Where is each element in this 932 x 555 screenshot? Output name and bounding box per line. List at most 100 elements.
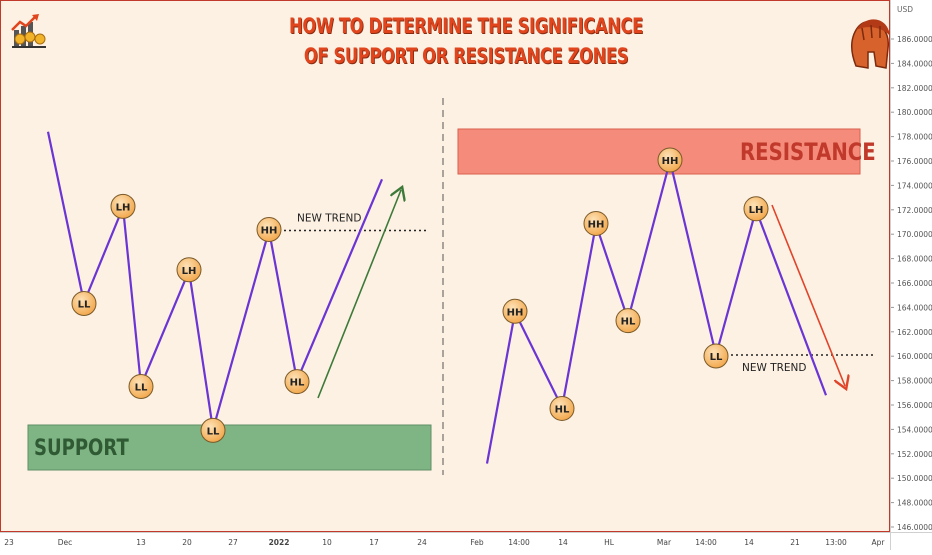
- left-price-path: [46, 131, 384, 431]
- pivot-marker: [128, 373, 154, 399]
- price-tick-label: 172.00000: [897, 206, 932, 215]
- resistance-zone: [457, 128, 861, 175]
- price-tick-label: 150.00000: [897, 474, 932, 483]
- right-pivot-hl: HL: [549, 395, 575, 421]
- time-axis[interactable]: 23 Dec 13 20 27 2022 10 17 24 Feb 14:00 14 HL Mar 14:0…: [0, 532, 890, 551]
- chart-title-line-2: OF SUPPORT OR RESISTANCE ZONES: [303, 44, 629, 68]
- support-zone-label: SUPPORT: [34, 434, 129, 460]
- price-tick-label: 152.00000: [897, 450, 932, 459]
- spartan-helmet-icon: [851, 19, 890, 69]
- pivot-label: HH: [588, 219, 605, 230]
- right-pivot-lh: LH: [743, 196, 769, 222]
- pivot-label: LL: [710, 352, 723, 363]
- price-tick-label: 186.00000: [897, 35, 932, 44]
- price-axis[interactable]: USD 186.00000 184.00000 182.00000 180.00000 1…: [890, 0, 932, 532]
- time-tick-label: HL: [604, 538, 615, 547]
- time-tick-label: 10: [322, 538, 332, 547]
- pivot-marker: [71, 291, 97, 317]
- uptrend-arrow: [317, 190, 401, 399]
- support-zone: [27, 424, 432, 471]
- pivot-marker: [284, 369, 310, 395]
- price-tick-label: 162.00000: [897, 328, 932, 337]
- right-pivot-hh: HH: [583, 210, 609, 236]
- time-tick-label: Dec: [58, 538, 73, 547]
- left-pivot-lh: LH: [110, 193, 136, 219]
- left-pivot-hl: HL: [284, 369, 310, 395]
- downtrend-arrow: [771, 204, 845, 386]
- time-tick-label: 14: [744, 538, 754, 547]
- pivot-label: HH: [507, 307, 524, 318]
- price-tick-label: 178.00000: [897, 133, 932, 142]
- pivot-label: LH: [749, 205, 764, 216]
- price-tick-label: 156.00000: [897, 401, 932, 410]
- price-tick-label: 180.00000: [897, 108, 932, 117]
- right-pivot-hh: HH: [657, 147, 683, 173]
- pivot-marker: [657, 147, 683, 173]
- pivot-marker: [200, 417, 226, 443]
- price-tick-label: 146.00000: [897, 523, 932, 532]
- pivot-marker: [743, 196, 769, 222]
- pivot-label: HH: [261, 226, 278, 237]
- time-tick-label: Feb: [470, 538, 484, 547]
- resistance-zone-label: RESISTANCE: [740, 139, 876, 166]
- time-tick-label: 2022: [269, 538, 290, 547]
- pivot-label: LL: [207, 426, 220, 437]
- time-tick-label: 24: [417, 538, 427, 547]
- price-tick-label: 182.00000: [897, 84, 932, 93]
- pivot-marker: [703, 343, 729, 369]
- price-tick-label: 148.00000: [897, 499, 932, 508]
- pivot-marker: [615, 308, 641, 334]
- pivot-marker: [110, 193, 136, 219]
- axis-corner: [890, 532, 932, 550]
- pivot-label: HL: [290, 378, 305, 389]
- time-tick-label: 13: [136, 538, 146, 547]
- left-new-trend-label: NEW TREND: [297, 213, 362, 225]
- time-tick-label: 14:00: [695, 538, 717, 547]
- time-tick-label: 27: [228, 538, 238, 547]
- price-tick-label: 160.00000: [897, 352, 932, 361]
- left-pivot-ll: LL: [71, 291, 97, 317]
- pivot-label: LL: [135, 382, 148, 393]
- pivot-label: HL: [621, 317, 636, 328]
- chart-frame: [0, 0, 890, 532]
- right-pivot-ll: LL: [703, 343, 729, 369]
- pivot-label: HL: [555, 404, 570, 415]
- pivot-label: LL: [78, 300, 91, 311]
- chart-canvas: SUPPORT RESISTANCE NEW TREND NEW TREND LL L…: [11, 14, 890, 475]
- left-pivot-ll: LL: [200, 417, 226, 443]
- price-tick-label: 158.00000: [897, 377, 932, 386]
- time-tick-label: Mar: [657, 538, 672, 547]
- price-tick-label: 170.00000: [897, 230, 932, 239]
- right-new-trend-label: NEW TREND: [742, 362, 807, 374]
- price-tick-label: 154.00000: [897, 425, 932, 434]
- pivot-marker: [549, 395, 575, 421]
- price-axis-currency: USD: [897, 5, 913, 14]
- time-tick-label: Apr: [872, 538, 886, 547]
- price-tick-label: 176.00000: [897, 157, 932, 166]
- time-tick-label: 23: [4, 538, 14, 547]
- left-pivot-ll: LL: [128, 373, 154, 399]
- time-tick-label: 14:00: [508, 538, 530, 547]
- right-price-path: [485, 159, 828, 464]
- price-tick-label: 168.00000: [897, 255, 932, 264]
- pivot-label: LH: [116, 202, 131, 213]
- pivot-label: HH: [662, 156, 679, 167]
- pivot-marker: [256, 217, 282, 243]
- pivot-label: LH: [182, 266, 197, 277]
- price-tick-label: 184.00000: [897, 59, 932, 68]
- time-tick-label: 17: [369, 538, 379, 547]
- chart-title-line-1: HOW TO DETERMINE THE SIGNIFICANCE: [289, 14, 643, 38]
- time-tick-label: 13:00: [825, 538, 847, 547]
- time-tick-label: 20: [182, 538, 192, 547]
- right-pivot-hh: HH: [502, 298, 528, 324]
- pivot-marker: [583, 210, 609, 236]
- price-tick-label: 174.00000: [897, 181, 932, 190]
- time-tick-label: 14: [558, 538, 568, 547]
- price-tick-label: 166.00000: [897, 279, 932, 288]
- right-pivot-hl: HL: [615, 308, 641, 334]
- pivot-marker: [176, 257, 202, 283]
- price-tick-label: 164.00000: [897, 303, 932, 312]
- growth-chart-coins-icon: [11, 14, 46, 48]
- left-pivot-lh: LH: [176, 257, 202, 283]
- time-tick-label: 21: [790, 538, 800, 547]
